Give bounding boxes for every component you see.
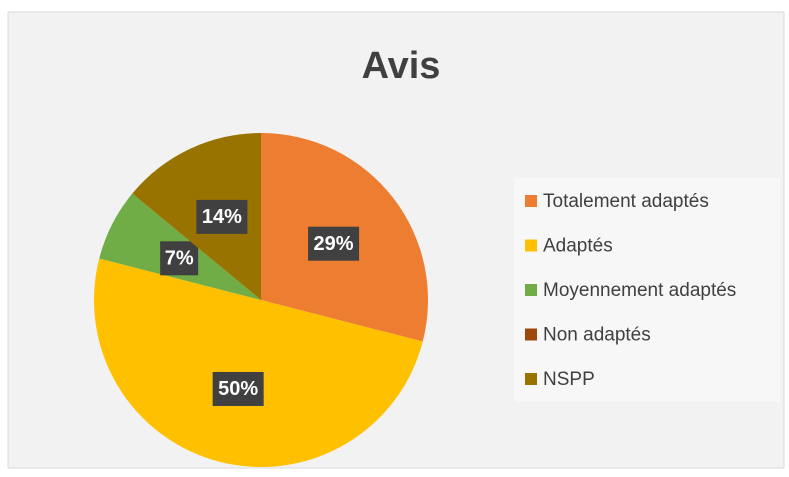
legend-label: Totalement adaptés xyxy=(543,191,709,212)
data-label: 7% xyxy=(165,248,194,270)
data-label-box xyxy=(160,241,199,276)
legend-swatch xyxy=(525,284,537,296)
legend-label: Non adaptés xyxy=(543,325,651,346)
data-label: 50% xyxy=(218,378,258,400)
legend-swatch xyxy=(525,239,537,252)
legend-swatch xyxy=(525,373,537,385)
legend-label: Adaptés xyxy=(543,236,613,257)
data-label-box xyxy=(196,199,248,234)
legend-box xyxy=(514,178,780,402)
legend-label: Moyennement adaptés xyxy=(543,280,736,301)
legend-swatch xyxy=(525,328,537,341)
pie-slice xyxy=(93,258,423,467)
legend-swatch xyxy=(525,195,537,207)
data-label: 14% xyxy=(202,206,242,228)
data-label-box xyxy=(308,226,360,261)
data-label-box xyxy=(212,371,264,406)
chart-title: Avis xyxy=(362,45,441,87)
legend-label: NSPP xyxy=(543,369,595,390)
data-label: 29% xyxy=(314,233,354,255)
